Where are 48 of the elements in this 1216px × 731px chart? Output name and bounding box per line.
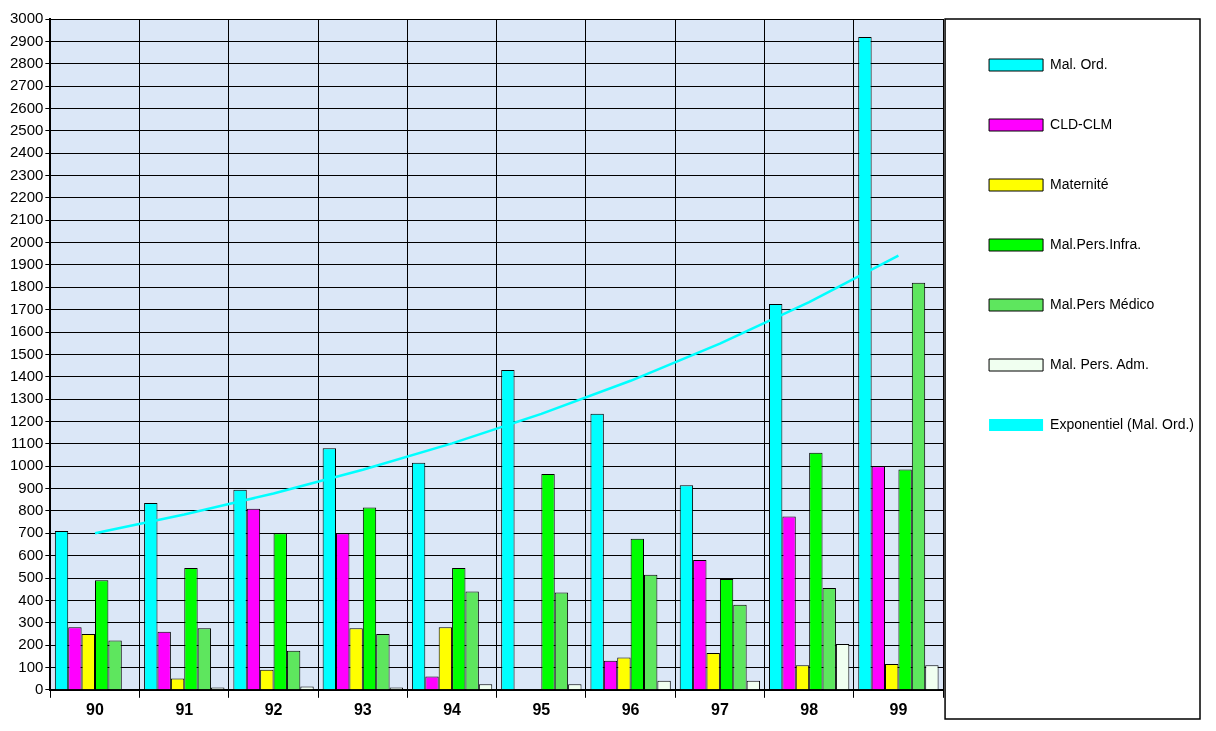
legend-label: Exponentiel (Mal. Ord.)	[1050, 415, 1195, 432]
y-tick-label: 1300	[9, 389, 44, 407]
y-tick-label: 2300	[9, 165, 44, 183]
y-tick-label: 800	[18, 501, 44, 519]
x-tick-label: 92	[264, 700, 283, 718]
x-tick-label: 98	[800, 700, 819, 718]
y-tick-label: 2500	[9, 120, 44, 138]
x-tick-label: 90	[86, 700, 104, 718]
legend-label: CLD-CLM	[1050, 115, 1113, 132]
x-tick-label: 94	[443, 700, 462, 718]
legend-label: Mal.Pers Médico	[1050, 295, 1155, 312]
x-tick-label: 91	[175, 700, 194, 718]
y-tick-label: 2200	[9, 188, 44, 206]
y-tick-label: 2700	[9, 76, 44, 94]
legend-label: Mal. Ord.	[1050, 55, 1108, 72]
y-tick-label: 200	[18, 635, 44, 653]
y-tick-label: 700	[18, 523, 44, 541]
y-tick-label: 2900	[9, 31, 44, 49]
y-tick-label: 2800	[9, 53, 44, 71]
y-tick-label: 2000	[9, 232, 44, 250]
y-tick-label: 2400	[9, 143, 44, 161]
y-tick-label: 0	[35, 679, 44, 697]
y-tick-label: 1800	[9, 277, 44, 295]
y-tick-label: 1100	[11, 433, 44, 451]
y-tick-label: 100	[18, 657, 44, 675]
x-tick-label: 96	[621, 700, 640, 718]
y-tick-label: 500	[18, 568, 44, 586]
y-tick-label: 600	[18, 545, 44, 563]
y-tick-label: 900	[18, 478, 44, 496]
x-tick-label: 93	[353, 700, 372, 718]
y-tick-label: 1700	[9, 299, 44, 317]
y-tick-label: 1000	[9, 456, 44, 474]
y-tick-label: 1500	[9, 344, 44, 362]
y-tick-label: 400	[18, 590, 44, 608]
legend-label: Maternité	[1050, 175, 1109, 192]
y-tick-label: 1600	[9, 322, 44, 340]
x-tick-label: 95	[532, 700, 551, 718]
y-tick-label: 300	[18, 612, 44, 630]
y-tick-label: 2600	[9, 98, 44, 116]
legend-label: Mal. Pers. Adm.	[1050, 355, 1149, 372]
y-tick-label: 1900	[9, 255, 44, 273]
y-tick-label: 1400	[9, 366, 44, 384]
y-tick-label: 3000	[9, 9, 44, 27]
x-tick-label: 97	[710, 700, 729, 718]
x-tick-label: 99	[889, 700, 908, 718]
legend-label: Mal.Pers.Infra.	[1050, 235, 1142, 252]
y-tick-label: 1200	[9, 411, 44, 429]
y-tick-label: 2100	[9, 210, 44, 228]
